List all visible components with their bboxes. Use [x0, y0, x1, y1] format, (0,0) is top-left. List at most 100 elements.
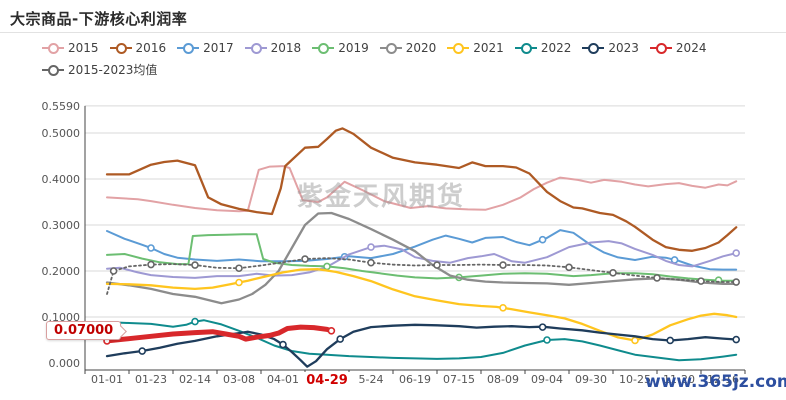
x-axis-label: 01-01 [91, 373, 123, 386]
highlight-date-label: 04-29 [306, 373, 348, 388]
series-line-2024 [104, 324, 334, 344]
series-marker-2015-2023均值 [301, 255, 309, 263]
legend-row-2: 2015-2023均值 [0, 61, 786, 80]
series-marker-2021 [631, 336, 639, 345]
series-marker-2019 [323, 262, 331, 271]
y-axis-label: 0.4000 [42, 173, 81, 186]
series-marker-2015-2023均值 [433, 261, 441, 269]
series-marker-2017 [147, 244, 155, 252]
series-line-2017 [106, 229, 738, 271]
legend-item-2023[interactable]: 2023 [582, 41, 639, 56]
legend-item-2016[interactable]: 2016 [109, 41, 167, 56]
series-marker-2021 [235, 278, 243, 287]
series-marker-2018 [732, 249, 741, 257]
legend-item-label: 2023 [608, 41, 639, 55]
series-line-2020 [105, 211, 738, 305]
legend-line-ring-icon [244, 42, 267, 54]
series-marker-2015-2023均值 [609, 269, 617, 277]
legend-item-label: 2016 [135, 41, 167, 55]
x-axis-label: 07-15 [443, 373, 475, 386]
series-marker-2023 [666, 336, 675, 345]
series-marker-2022 [543, 336, 551, 344]
series-line-2018 [106, 240, 738, 279]
legend-item-label: 2015 [68, 41, 99, 55]
series-marker-2015-2023均值 [653, 274, 661, 282]
legend-item-2018[interactable]: 2018 [244, 41, 302, 56]
series-marker-2015-2023均值 [499, 261, 507, 269]
legend-item-label: 2018 [270, 41, 302, 55]
x-axis-label: 08-09 [487, 373, 519, 386]
series-marker-2015-2023均值 [732, 278, 741, 286]
x-axis-label: 03-08 [223, 373, 255, 386]
legend-item-label: 2019 [338, 41, 369, 55]
x-axis-label: 02-14 [179, 373, 211, 386]
legend-item-2015[interactable]: 2015 [42, 41, 99, 56]
y-axis-label: 0.5590 [42, 100, 81, 113]
series-marker-2023 [732, 335, 741, 344]
x-axis-label: 09-30 [575, 373, 607, 386]
legend-item-label: 2022 [540, 41, 572, 55]
legend-item-label: 2024 [675, 41, 707, 55]
series-marker-2017 [538, 235, 547, 244]
x-axis-label: 10-25 [619, 373, 651, 386]
series-marker-2022 [191, 317, 199, 326]
series-marker-2023 [336, 335, 345, 343]
title-divider [0, 32, 786, 33]
x-axis-label: 06-19 [399, 373, 431, 386]
legend-item-2015-2023均值[interactable]: 2015-2023均值 [42, 63, 157, 78]
legend-item-2017[interactable]: 2017 [177, 41, 234, 56]
legend-line-ring-icon [379, 42, 402, 54]
series-marker-2023 [538, 323, 547, 331]
series-marker-2015-2023均值 [565, 263, 573, 272]
series-marker-2023 [279, 340, 287, 349]
legend-line-ring-icon [42, 42, 64, 54]
highlight-label-backdrop [302, 372, 352, 387]
legend-line-ring-icon [312, 42, 335, 54]
chart-title: 大宗商品-下游核心利润率 [10, 10, 188, 28]
series-marker-2021 [499, 304, 507, 312]
legend-item-2022[interactable]: 2022 [514, 41, 572, 56]
series-line-2022 [106, 319, 738, 362]
series-marker-2015-2023均值 [191, 261, 199, 269]
series-marker-2023 [138, 347, 146, 355]
series-marker-2015-2023均值 [697, 277, 705, 285]
legend-item-2024[interactable]: 2024 [649, 41, 707, 56]
legend-line-ring-icon [42, 64, 64, 76]
plot-area: 0.55900.50000.40000.30000.20000.10000.00… [42, 100, 746, 388]
series-marker-2018 [367, 243, 375, 251]
legend-item-2019[interactable]: 2019 [312, 41, 369, 56]
x-axis-label: 5-24 [359, 373, 384, 386]
series-line-2016 [105, 127, 738, 252]
series-marker-2015-2023均值 [367, 258, 375, 267]
series-marker-2015-2023均值 [109, 267, 118, 275]
legend-line-ring-icon [177, 42, 200, 54]
legend-line-ring-icon [582, 42, 605, 54]
legend-line-ring-icon [109, 42, 132, 54]
corner-watermark: www.365jz.com [645, 372, 786, 392]
legend-line-ring-icon [649, 42, 672, 54]
legend-line-ring-icon [514, 42, 537, 54]
x-axis-label: 09-04 [531, 373, 563, 386]
legend-item-label: 2020 [405, 41, 437, 55]
legend-item-label: 2021 [473, 41, 504, 55]
legend-item-2021[interactable]: 2021 [447, 41, 504, 56]
series-line-2015 [106, 165, 738, 213]
x-axis-label: 12-16 [707, 373, 739, 386]
y-axis-label: 0.2000 [42, 265, 81, 278]
y-axis-label: 0.000 [49, 357, 81, 370]
current-value-badge: 0.07000 [46, 321, 122, 340]
legend-row-1: 2015 2016 2017 2018 2019 2020 2021 2022 2023 2024 [0, 39, 786, 58]
series-marker-2024 [327, 327, 336, 335]
legend-item-2020[interactable]: 2020 [379, 41, 437, 56]
series-marker-2015-2023均值 [147, 260, 155, 269]
series-marker-2015-2023均值 [235, 264, 243, 273]
x-axis-label: 11-20 [663, 373, 695, 386]
legend-item-label: 2017 [203, 41, 234, 55]
x-axis-label: 04-01 [267, 373, 299, 386]
y-axis-label: 0.5000 [42, 127, 81, 140]
y-axis-label: 0.3000 [42, 219, 81, 232]
series-line-2021 [105, 268, 738, 342]
legend-item-label: 2015-2023均值 [68, 63, 158, 77]
legend-line-ring-icon [447, 42, 470, 54]
